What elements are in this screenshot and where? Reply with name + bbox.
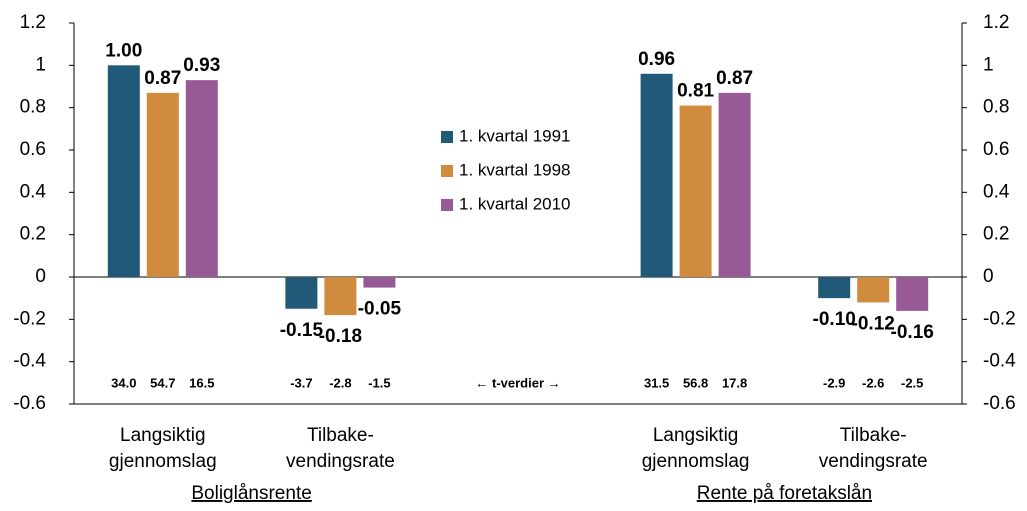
group-label: Boliglånsrente — [191, 483, 311, 504]
t-value: -2.9 — [823, 375, 845, 390]
value-label: -0.15 — [280, 320, 324, 341]
legend-swatch — [441, 165, 453, 177]
x-tick-label: gjennomslag — [642, 451, 750, 472]
x-tick-label: Langsiktig — [120, 425, 206, 446]
value-label: -0.05 — [358, 299, 402, 320]
value-label: 0.96 — [638, 49, 675, 70]
x-tick-label: Tilbake- — [840, 425, 907, 446]
y2-tick-label: 1 — [983, 54, 994, 75]
group-label: Rente på foretakslån — [697, 483, 872, 504]
t-value: 17.8 — [722, 375, 747, 390]
legend-swatch — [441, 199, 453, 211]
bar — [818, 277, 851, 299]
bar — [185, 80, 218, 278]
legend-swatch — [441, 131, 453, 143]
value-label: 1.00 — [105, 40, 142, 61]
x-tick-label: vendingsrate — [819, 451, 928, 472]
y-tick-label: 1 — [35, 54, 46, 75]
x-tick-label: vendingsrate — [286, 451, 395, 472]
y-tick-label: -0.2 — [13, 308, 46, 329]
t-value: 31.5 — [644, 375, 669, 390]
y-tick-label: 0.2 — [20, 224, 46, 245]
y-tick-label: 0.6 — [20, 139, 46, 160]
y-tick-label: 0 — [35, 266, 46, 287]
annotation: ← t-verdier → — [475, 375, 560, 390]
bar — [363, 277, 396, 288]
t-value: 16.5 — [189, 375, 214, 390]
y2-tick-label: 0.4 — [983, 181, 1010, 202]
t-value: 34.0 — [111, 375, 136, 390]
y-tick-label: -0.6 — [13, 393, 46, 414]
y-tick-label: -0.4 — [13, 351, 46, 372]
value-label: -0.18 — [319, 326, 362, 347]
value-label: -0.12 — [852, 313, 895, 334]
y2-tick-label: -0.4 — [983, 351, 1016, 372]
y-tick-label: 0.8 — [20, 97, 46, 118]
t-value: -3.7 — [290, 375, 312, 390]
x-tick-label: gjennomslag — [109, 451, 217, 472]
t-value: -1.5 — [368, 375, 390, 390]
y2-tick-label: 0 — [983, 266, 994, 287]
legend-label: 1. kvartal 1991 — [459, 126, 571, 145]
t-value: -2.8 — [329, 375, 351, 390]
y2-tick-label: -0.2 — [983, 308, 1016, 329]
y2-tick-label: -0.6 — [983, 393, 1016, 414]
t-value: -2.5 — [901, 375, 923, 390]
t-value: 56.8 — [683, 375, 708, 390]
y-tick-label: 0.4 — [20, 181, 47, 202]
x-tick-label: Langsiktig — [653, 425, 739, 446]
bar — [107, 65, 140, 277]
bar — [679, 105, 712, 277]
t-value: 54.7 — [150, 375, 175, 390]
value-label: 0.81 — [677, 81, 714, 102]
value-label: 0.87 — [144, 68, 181, 89]
y-tick-label: 1.2 — [20, 12, 46, 33]
bar — [896, 277, 929, 311]
y2-tick-label: 0.6 — [983, 139, 1009, 160]
value-label: -0.10 — [813, 309, 856, 330]
y2-tick-label: 0.2 — [983, 224, 1009, 245]
y2-tick-label: 1.2 — [983, 12, 1009, 33]
bar — [285, 277, 318, 309]
x-tick-label: Tilbake- — [307, 425, 374, 446]
legend-label: 1. kvartal 1998 — [459, 160, 571, 179]
bar — [718, 92, 751, 277]
legend-label: 1. kvartal 2010 — [459, 194, 571, 213]
bar — [324, 277, 357, 316]
bar — [857, 277, 890, 303]
bar — [146, 92, 179, 277]
value-label: 0.93 — [183, 55, 220, 76]
bar — [640, 73, 673, 277]
t-value: -2.6 — [862, 375, 884, 390]
y2-tick-label: 0.8 — [983, 97, 1009, 118]
value-label: 0.87 — [716, 68, 753, 89]
value-label: -0.16 — [891, 322, 934, 343]
